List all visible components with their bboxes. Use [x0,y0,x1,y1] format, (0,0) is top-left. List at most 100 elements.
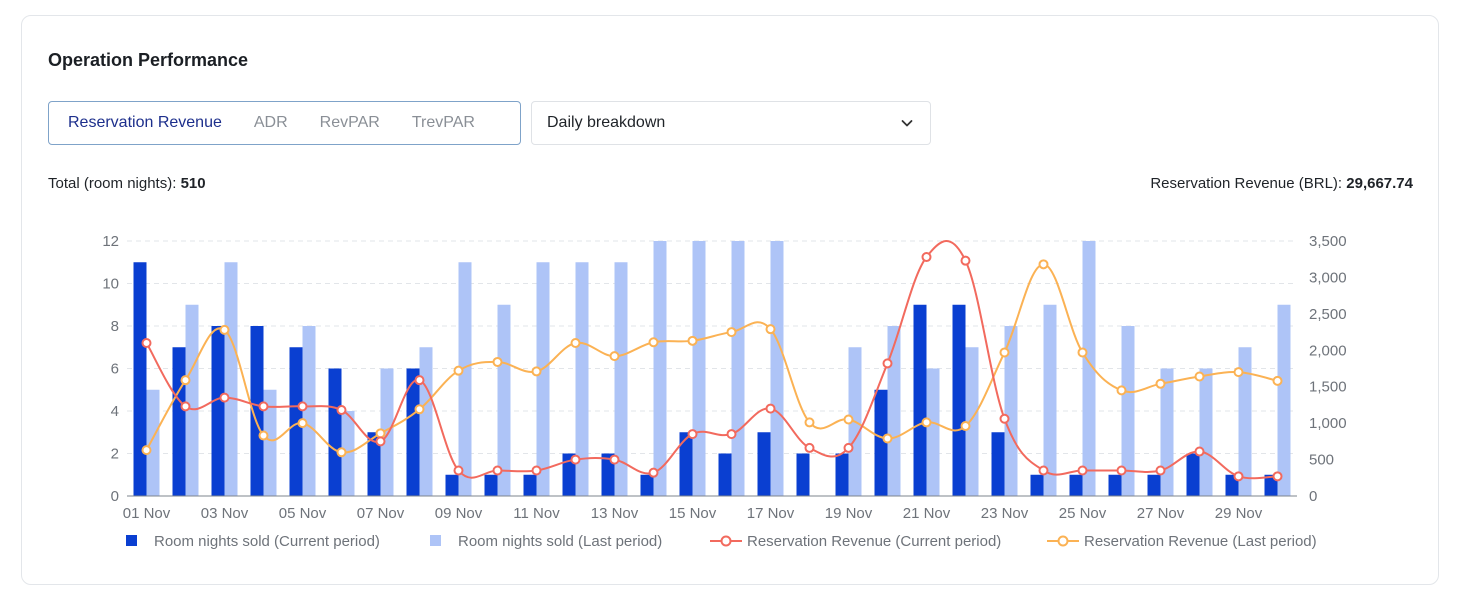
revenue-current-period-line [145,240,1278,480]
revenue-current-period-point [1233,471,1244,482]
bar-current-period [601,453,615,496]
x-tick-label: 09 Nov [435,505,483,522]
legend-room-nights-current-label: Room nights sold (Current period) [154,533,380,550]
bar-last-period [146,389,160,496]
revenue-current-period-point [687,429,698,440]
y-right-tick-label: 2,000 [1309,342,1347,359]
y-right-tick-label: 1,500 [1309,379,1347,396]
x-tick-label: 27 Nov [1137,505,1185,522]
revenue-current-period-point [453,465,464,476]
tab-reservation-revenue[interactable]: Reservation Revenue [68,114,222,131]
bar-current-period [640,474,654,496]
bar-last-period [887,326,901,496]
bar-last-period [1199,368,1213,496]
revenue-current-period-point [726,429,737,440]
revenue-current-period-point [258,401,269,412]
bar-current-period [913,304,927,496]
card-title: Operation Performance [48,50,249,70]
bar-current-period [328,368,342,496]
x-tick-label: 01 Nov [123,505,171,522]
bar-last-period [653,241,667,496]
revenue-current-period-point [414,375,425,386]
legend-revenue-current-label: Reservation Revenue (Current period) [747,533,1001,550]
bar-last-period [770,241,784,496]
y-right-tick-label: 3,500 [1309,233,1347,250]
y-right-tick-label: 0 [1309,488,1317,505]
bar-current-period [250,326,264,496]
y-right-tick-label: 1,000 [1309,415,1347,432]
bar-current-period [1186,453,1200,496]
revenue-current-period-point [336,405,347,416]
revenue-last-period-point [570,338,581,348]
revenue-last-period-point [492,356,503,367]
x-tick-label: 13 Nov [591,505,639,522]
revenue-current-period-point [843,442,854,453]
tab-trevpar[interactable]: TrevPAR [411,114,475,131]
bar-current-period [1069,474,1083,496]
revenue-current-period-point [1194,446,1205,457]
bar-current-period [991,432,1005,496]
x-tick-label: 25 Nov [1059,505,1107,522]
revenue-last-period-point [1116,385,1127,396]
bar-current-period [523,474,537,496]
legend-revenue-current-swatch-point [720,535,732,547]
bar-current-period [484,474,498,496]
y-left-tick-label: 0 [111,488,119,505]
bar-current-period [289,347,303,496]
revenue-last-period-point [180,375,191,386]
revenue-last-period-point [414,404,425,415]
bar-last-period [224,262,238,496]
bar-current-period [796,453,810,496]
legend-room-nights-last-label: Room nights sold (Last period) [458,533,662,550]
bar-last-period [1043,304,1057,496]
revenue-last-period-point [297,418,308,429]
x-tick-label: 21 Nov [903,505,951,522]
revenue-last-period-point [141,445,152,456]
bar-current-period [835,453,849,496]
y-left-tick-label: 10 [102,276,119,293]
revenue-last-period-point [960,421,971,432]
bar-current-period [133,262,147,496]
bar-current-period [211,326,225,496]
revenue-current-period-point [804,442,815,453]
bar-last-period [731,241,745,496]
y-right-tick-label: 500 [1309,452,1334,469]
bar-current-period [1108,474,1122,496]
bar-last-period [1238,347,1252,496]
bar-last-period [614,262,628,496]
y-right-tick-label: 3,000 [1309,269,1347,286]
bar-current-period [757,432,771,496]
bar-last-period [1004,326,1018,496]
bar-last-period [497,304,511,496]
bar-current-period [562,453,576,496]
bar-current-period [874,389,888,496]
breakdown-select[interactable]: Daily breakdown [531,101,931,145]
revenue-last-period-point [843,414,854,425]
revenue-current-period-point [570,454,581,465]
revenue-current-period-point [1155,465,1166,476]
bar-last-period [185,304,199,496]
revenue-last-period-point [804,417,815,428]
x-tick-label: 11 Nov [513,505,560,522]
revenue-current-period-point [648,467,659,478]
bar-last-period [965,347,979,496]
tab-revpar[interactable]: RevPAR [319,114,380,131]
tab-adr[interactable]: ADR [253,114,288,131]
total-room-nights-value: 510 [180,175,206,192]
revenue-last-period-point [1038,259,1049,270]
revenue-current-period-point [921,252,932,263]
x-tick-label: 19 Nov [825,505,873,522]
bar-last-period [302,326,316,496]
metric-tabs: Reservation Revenue ADR RevPAR TrevPAR [48,101,521,145]
legend-room-nights-current-swatch [126,535,137,546]
revenue-last-period-point [1233,367,1244,378]
revenue-current-period-point [609,454,620,465]
bar-last-period [1277,304,1291,496]
revenue-current-period-point [1116,465,1127,476]
total-room-nights-label: Total (room nights): [48,175,177,192]
bar-last-period [419,347,433,496]
revenue-current-period-point [1272,471,1283,482]
revenue-current-period-point [882,358,893,369]
revenue-last-period-point [765,324,776,335]
chevron-down-icon [901,120,913,127]
